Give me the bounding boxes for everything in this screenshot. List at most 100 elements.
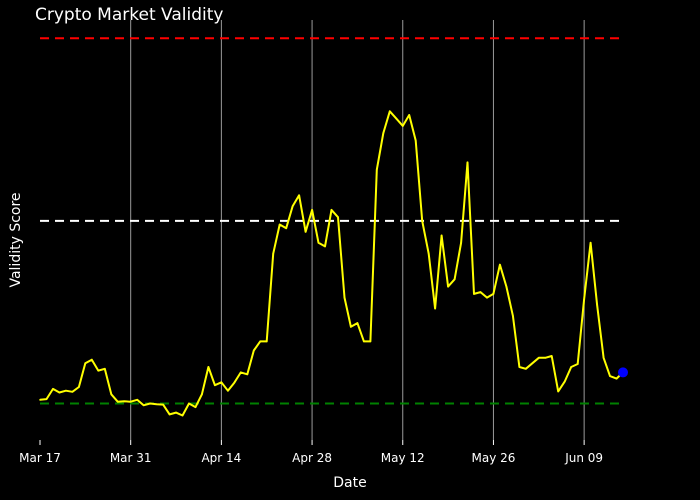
data-point (609, 375, 611, 377)
data-point (188, 402, 190, 405)
data-point (149, 402, 151, 405)
data-point (317, 241, 320, 244)
data-point (123, 400, 126, 403)
data-point (434, 307, 436, 310)
data-point (376, 168, 378, 171)
data-point (401, 125, 404, 127)
data-point (576, 363, 579, 365)
data-point (583, 298, 585, 301)
x-tick-label: Mar 17 (19, 451, 61, 465)
data-point (537, 357, 540, 359)
data-point (291, 205, 294, 208)
x-tick-label: Apr 14 (201, 451, 241, 465)
reference-lines (40, 37, 623, 405)
data-point (343, 296, 346, 299)
data-point (518, 366, 521, 368)
data-point (544, 357, 547, 359)
data-point (175, 411, 177, 414)
data-point (356, 322, 359, 324)
data-point (233, 381, 236, 384)
data-point (570, 366, 572, 368)
data-point (369, 340, 372, 343)
data-point (427, 252, 430, 255)
data-point (589, 241, 592, 244)
data-point (492, 293, 495, 295)
gridlines (130, 20, 585, 440)
data-point (129, 400, 132, 403)
data-point (39, 399, 41, 401)
data-point (142, 404, 145, 407)
data-point (440, 234, 443, 237)
data-point (272, 252, 275, 255)
data-point (602, 357, 605, 359)
x-tick-label: Jun 09 (564, 451, 603, 465)
x-axis: Mar 17 Mar 31 Apr 14 Apr 28 May 12 May 26 Jun … (19, 440, 603, 465)
data-point (479, 291, 482, 293)
data-point (596, 304, 598, 306)
data-point (466, 161, 469, 164)
data-point (525, 367, 527, 370)
data-point (58, 391, 61, 394)
x-tick-label: Apr 28 (292, 451, 332, 465)
data-point (45, 398, 48, 400)
data-point (298, 194, 300, 197)
data-point (84, 362, 87, 365)
data-point (278, 223, 281, 226)
data-point (155, 403, 158, 406)
data-point (389, 110, 391, 113)
data-point (227, 389, 229, 392)
x-tick-label: May 26 (471, 451, 515, 465)
data-point (557, 390, 560, 393)
data-point (505, 285, 508, 288)
data-point (265, 340, 268, 343)
data-point (181, 414, 184, 417)
data-point (52, 388, 54, 390)
x-tick-label: May 12 (381, 451, 425, 465)
data-point (136, 399, 138, 401)
data-point (311, 209, 313, 211)
x-tick-label: Mar 31 (110, 451, 152, 465)
data-point (486, 296, 488, 299)
data-point (395, 117, 398, 120)
data-point (220, 381, 223, 384)
data-point (214, 384, 216, 387)
data-point (615, 377, 618, 380)
data-point (447, 285, 449, 288)
data-point (162, 403, 164, 406)
data-point (304, 231, 307, 233)
data-point (337, 216, 339, 219)
data-point (499, 263, 501, 266)
data-point (240, 371, 242, 374)
data-point (324, 245, 326, 248)
data-point (408, 114, 411, 116)
y-axis-title: Validity Score (8, 192, 24, 287)
data-point (201, 393, 203, 396)
data-point (421, 220, 423, 222)
chart-title: Crypto Market Validity (35, 5, 223, 25)
data-point (103, 367, 106, 370)
data-point (550, 355, 553, 357)
data-point (97, 369, 100, 372)
data-point (110, 393, 113, 396)
data-point (460, 241, 462, 244)
data-point (350, 325, 352, 328)
data-point (246, 373, 249, 376)
data-point (414, 139, 417, 142)
data-point (473, 293, 475, 295)
data-point (363, 340, 365, 343)
data-point (91, 358, 93, 361)
data-point (116, 400, 119, 403)
data-point (563, 380, 566, 383)
data-point (285, 227, 287, 229)
data-point (207, 366, 210, 368)
data-point (65, 389, 67, 392)
data-point (453, 278, 456, 281)
data-point (194, 406, 197, 408)
data-point (330, 209, 333, 211)
data-point (259, 340, 262, 343)
x-axis-title: Date (333, 475, 366, 491)
series-line (39, 110, 624, 417)
data-point (71, 390, 74, 393)
